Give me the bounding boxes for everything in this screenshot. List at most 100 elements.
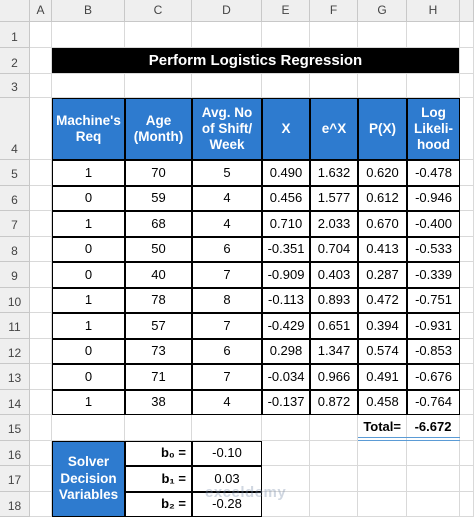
- table-cell[interactable]: 0.403: [310, 262, 358, 288]
- cell[interactable]: [125, 415, 192, 441]
- table-cell[interactable]: -0.751: [407, 287, 460, 313]
- cell[interactable]: [460, 160, 474, 186]
- cell[interactable]: [460, 364, 474, 390]
- table-header[interactable]: Machine's Req: [52, 98, 125, 160]
- cell[interactable]: [192, 22, 262, 48]
- table-cell[interactable]: 4: [192, 211, 262, 237]
- cell[interactable]: [460, 287, 474, 313]
- cell[interactable]: [310, 415, 358, 441]
- table-cell[interactable]: 0.413: [358, 236, 407, 262]
- cell[interactable]: [460, 211, 474, 237]
- cell[interactable]: [30, 364, 52, 390]
- row-header[interactable]: 5: [0, 160, 30, 186]
- cell[interactable]: [30, 211, 52, 237]
- cell[interactable]: [358, 466, 407, 492]
- solver-value[interactable]: -0.10: [192, 440, 262, 466]
- cell[interactable]: [407, 466, 460, 492]
- cell[interactable]: [30, 22, 52, 48]
- cell[interactable]: [407, 22, 460, 48]
- cell[interactable]: [460, 338, 474, 364]
- cell[interactable]: [192, 74, 262, 98]
- cell[interactable]: [30, 440, 52, 466]
- row-header[interactable]: 10: [0, 287, 30, 313]
- solver-label[interactable]: Solver Decision Variables: [52, 440, 125, 517]
- cell[interactable]: [30, 98, 52, 160]
- column-header[interactable]: C: [125, 0, 192, 22]
- solver-variable[interactable]: b₂ =: [125, 491, 192, 517]
- solver-variable[interactable]: b₀ =: [125, 440, 192, 466]
- table-cell[interactable]: 0.872: [310, 389, 358, 415]
- table-cell[interactable]: 0.670: [358, 211, 407, 237]
- cell[interactable]: [460, 185, 474, 211]
- table-header[interactable]: Avg. No of Shift/ Week: [192, 98, 262, 160]
- cell[interactable]: [460, 466, 474, 492]
- table-cell[interactable]: -0.946: [407, 185, 460, 211]
- cell[interactable]: [30, 338, 52, 364]
- table-cell[interactable]: -0.137: [262, 389, 310, 415]
- cell[interactable]: [310, 74, 358, 98]
- cell[interactable]: [460, 440, 474, 466]
- table-cell[interactable]: 1: [52, 287, 125, 313]
- table-cell[interactable]: 0: [52, 364, 125, 390]
- table-cell[interactable]: 1.632: [310, 160, 358, 186]
- cell[interactable]: [125, 74, 192, 98]
- table-cell[interactable]: 50: [125, 236, 192, 262]
- cell[interactable]: [30, 48, 52, 74]
- cell[interactable]: [262, 415, 310, 441]
- table-cell[interactable]: 0.287: [358, 262, 407, 288]
- table-cell[interactable]: 0.491: [358, 364, 407, 390]
- cell[interactable]: [52, 74, 125, 98]
- row-header[interactable]: 12: [0, 338, 30, 364]
- table-cell[interactable]: 0.620: [358, 160, 407, 186]
- cell[interactable]: [30, 491, 52, 517]
- row-header[interactable]: 1: [0, 22, 30, 48]
- table-cell[interactable]: -0.113: [262, 287, 310, 313]
- row-header[interactable]: 7: [0, 211, 30, 237]
- table-cell[interactable]: 4: [192, 185, 262, 211]
- cell[interactable]: [30, 74, 52, 98]
- table-cell[interactable]: -0.931: [407, 313, 460, 339]
- table-header[interactable]: P(X): [358, 98, 407, 160]
- table-cell[interactable]: 0.472: [358, 287, 407, 313]
- row-header[interactable]: 13: [0, 364, 30, 390]
- cell[interactable]: [358, 440, 407, 466]
- row-header[interactable]: 15: [0, 415, 30, 441]
- table-cell[interactable]: -0.764: [407, 389, 460, 415]
- table-cell[interactable]: 6: [192, 338, 262, 364]
- cell[interactable]: [30, 466, 52, 492]
- solver-variable[interactable]: b₁ =: [125, 466, 192, 492]
- cell[interactable]: [407, 74, 460, 98]
- cell[interactable]: [30, 415, 52, 441]
- row-header[interactable]: 2: [0, 48, 30, 74]
- table-header[interactable]: X: [262, 98, 310, 160]
- row-header[interactable]: 3: [0, 74, 30, 98]
- table-cell[interactable]: 1: [52, 211, 125, 237]
- cell[interactable]: [52, 415, 125, 441]
- row-header[interactable]: 14: [0, 389, 30, 415]
- cell[interactable]: [358, 491, 407, 517]
- table-cell[interactable]: 1: [52, 389, 125, 415]
- row-header[interactable]: 9: [0, 262, 30, 288]
- table-cell[interactable]: 0: [52, 338, 125, 364]
- column-header[interactable]: H: [407, 0, 460, 22]
- table-cell[interactable]: 4: [192, 389, 262, 415]
- cell[interactable]: [52, 22, 125, 48]
- table-cell[interactable]: 0: [52, 262, 125, 288]
- table-cell[interactable]: 0.394: [358, 313, 407, 339]
- cell[interactable]: [30, 313, 52, 339]
- table-cell[interactable]: 1.347: [310, 338, 358, 364]
- cell[interactable]: [310, 22, 358, 48]
- table-cell[interactable]: 0: [52, 185, 125, 211]
- row-header[interactable]: 18: [0, 491, 30, 517]
- table-cell[interactable]: 68: [125, 211, 192, 237]
- table-cell[interactable]: 78: [125, 287, 192, 313]
- cell[interactable]: [460, 22, 474, 48]
- table-cell[interactable]: 0.612: [358, 185, 407, 211]
- cell[interactable]: [460, 236, 474, 262]
- cell[interactable]: [310, 440, 358, 466]
- table-cell[interactable]: 0.456: [262, 185, 310, 211]
- table-cell[interactable]: -0.533: [407, 236, 460, 262]
- table-cell[interactable]: 0.710: [262, 211, 310, 237]
- table-cell[interactable]: 7: [192, 364, 262, 390]
- table-cell[interactable]: -0.909: [262, 262, 310, 288]
